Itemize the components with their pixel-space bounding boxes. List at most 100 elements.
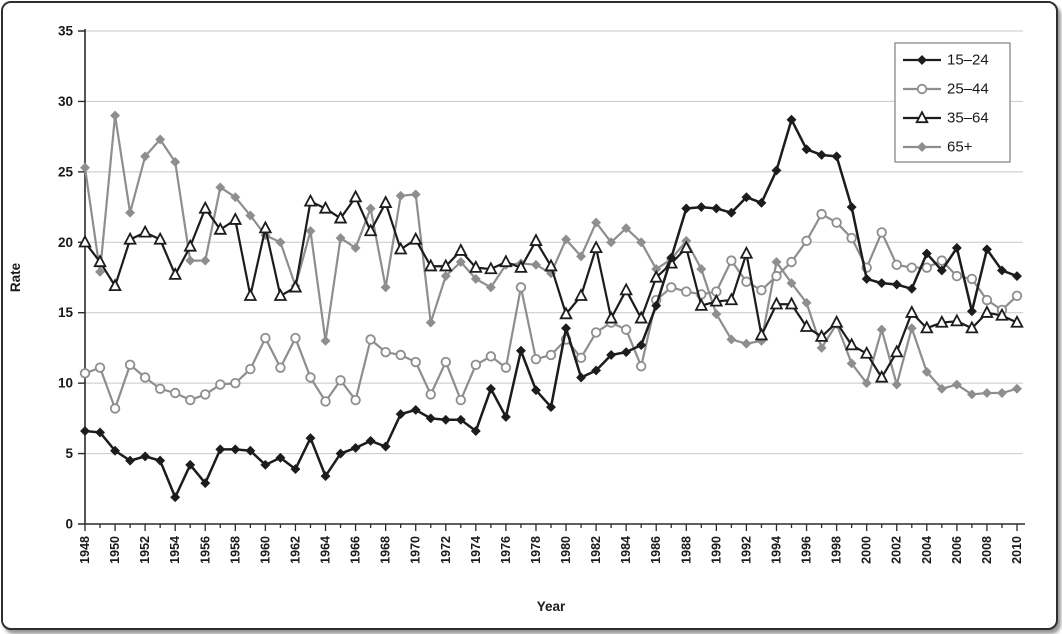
age-25-44-circle-marker [681, 286, 692, 297]
age-25-44-circle-marker [245, 363, 256, 375]
age-35-64-triangle-marker [874, 369, 889, 383]
x-tick-label-1992: 1992 [739, 536, 753, 564]
age-15-24-diamond-marker [606, 349, 617, 361]
y-tick-label-10: 10 [58, 376, 73, 391]
age-15-24-diamond-marker [861, 273, 872, 284]
age-15-24-diamond-marker [425, 413, 436, 424]
age-25-44-circle-marker [260, 332, 271, 344]
age-65-plus-diamond-marker [606, 237, 617, 248]
age-35-64-triangle-marker [348, 189, 363, 203]
age-35-64-triangle-marker [499, 254, 513, 268]
age-25-44-circle-marker [365, 334, 376, 345]
age-35-64-triangle-marker [243, 288, 258, 301]
age-65-plus-diamond-marker [1011, 383, 1023, 394]
age-15-24-diamond-marker [215, 444, 226, 455]
age-35-64-triangle-marker [333, 210, 348, 224]
age-25-44-circle-marker [981, 294, 993, 306]
x-tick-label-1954: 1954 [168, 536, 182, 564]
age-25-44-circle-marker [620, 324, 632, 335]
age-35-64-triangle-marker [739, 245, 754, 259]
age-65-plus-diamond-marker [125, 207, 136, 218]
x-tick-label-1978: 1978 [529, 536, 543, 564]
age-65-plus-diamond-marker [981, 387, 992, 399]
age-25-44-circle-marker [951, 270, 963, 282]
age-15-24-diamond-marker [380, 441, 391, 452]
age-35-64-triangle-marker [213, 221, 228, 235]
age-35-64-triangle-marker [183, 238, 198, 252]
age-25-44-circle-marker [575, 352, 587, 363]
age-25-44-circle-marker [380, 346, 391, 358]
age-15-24-diamond-marker [726, 207, 737, 218]
age-65-plus-diamond-marker [696, 263, 707, 275]
age-25-44-circle-marker [936, 255, 948, 266]
age-65-plus-diamond-marker [906, 323, 917, 334]
age-65-plus-diamond-marker [440, 271, 451, 282]
age-35-64-triangle-marker [619, 282, 633, 296]
y-tick-label-30: 30 [58, 94, 73, 109]
age-15-24-diamond-marker [906, 283, 917, 294]
age-35-64-triangle-marker [829, 314, 844, 328]
x-tick-label-1962: 1962 [288, 536, 302, 564]
age-25-44-circle-marker [320, 396, 331, 407]
age-65-plus-diamond-marker [245, 210, 256, 221]
age-15-24-diamond-marker [666, 252, 677, 263]
x-tick-label-1948: 1948 [78, 536, 92, 564]
legend-item-age-15-24: 15–24 [903, 52, 989, 69]
age-35-64-triangle-marker [784, 296, 799, 310]
age-35-64-triangle-marker [303, 193, 318, 207]
age-15-24-diamond-marker [831, 151, 842, 162]
age-65-plus-diamond-marker [215, 182, 226, 193]
age-25-44-circle-marker [786, 256, 797, 268]
age-15-24-diamond-marker [410, 404, 421, 415]
age-15-24-diamond-marker [185, 459, 196, 470]
age-35-64-triangle-marker [935, 314, 949, 328]
age-35-64-triangle-marker [634, 310, 648, 324]
series-age-15-24 [79, 114, 1023, 503]
x-tick-label-1956: 1956 [198, 536, 212, 564]
age-25-44-circle-marker [846, 232, 857, 244]
age-15-24-diamond-marker [741, 192, 752, 203]
age-25-44-circle-marker [440, 356, 451, 368]
legend-label-age-15-24: 15–24 [947, 52, 989, 69]
age-25-44-circle-marker [79, 368, 91, 379]
age-15-24-diamond-marker [591, 365, 602, 376]
x-tick-label-2004: 2004 [920, 536, 934, 564]
age-65-plus-diamond-marker [305, 225, 316, 237]
age-35-64-triangle-marker [438, 258, 453, 272]
age-15-24-diamond-marker [200, 478, 211, 489]
age-15-24-diamond-marker [140, 451, 151, 462]
age-25-44-circle-marker [966, 273, 978, 285]
legend-age-15-24-diamond-marker [916, 54, 928, 66]
age-35-64-triangle-marker [980, 304, 994, 318]
age-15-24-diamond-marker [966, 306, 977, 317]
age-35-64-triangle-marker [965, 320, 979, 334]
age-15-24-diamond-marker [996, 265, 1008, 276]
age-65-plus-diamond-marker [365, 203, 376, 214]
y-tick-label-35: 35 [58, 24, 74, 39]
age-15-24-diamond-marker [230, 444, 241, 455]
age-15-24-diamond-marker [245, 445, 256, 456]
legend-label-age-65-plus: 65+ [947, 139, 973, 156]
age-65-plus-diamond-marker [576, 251, 587, 262]
age-15-24-diamond-marker [801, 144, 812, 155]
age-65-plus-diamond-marker [470, 273, 481, 284]
age-25-44-circle-marker [666, 282, 677, 293]
age-15-24-diamond-marker [681, 203, 692, 214]
age-65-plus-diamond-marker [530, 259, 542, 270]
age-65-plus-diamond-marker [485, 282, 496, 293]
age-15-24-diamond-marker [260, 459, 271, 470]
age-25-44-circle-marker [590, 327, 602, 338]
age-15-24-diamond-marker [576, 372, 587, 383]
age-25-44-circle-marker [335, 375, 346, 386]
age-25-44-circle-marker [290, 332, 301, 344]
age-25-44-circle-marker [876, 227, 887, 238]
age-65-plus-diamond-marker [380, 282, 391, 293]
age-65-plus-diamond-marker [846, 358, 857, 369]
age-65-plus-diamond-marker [951, 379, 962, 390]
age-65-plus-diamond-marker [395, 190, 406, 201]
age-15-24-diamond-marker [711, 203, 722, 214]
age-35-64-triangle-marker [469, 259, 483, 273]
age-65-plus-diamond-marker [110, 110, 121, 121]
x-tick-label-1976: 1976 [499, 536, 513, 564]
